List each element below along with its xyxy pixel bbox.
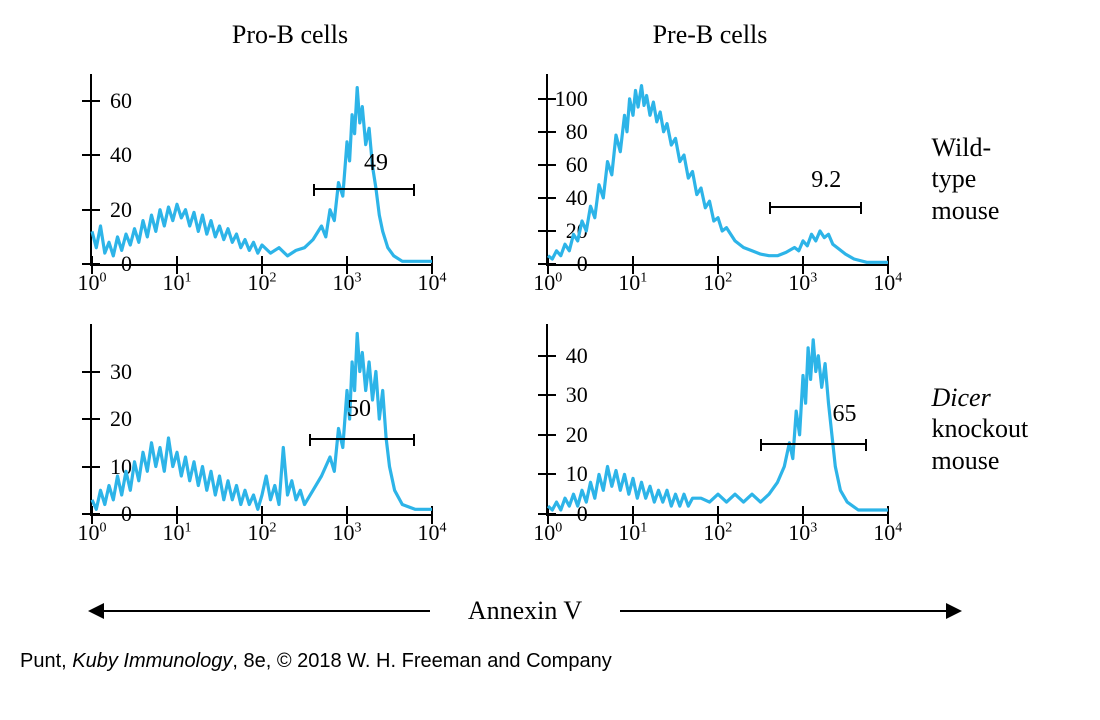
row-label: Dicerknockoutmouse xyxy=(932,382,1080,476)
gate-bracket xyxy=(313,188,415,190)
x-axis-label-row: Annexin V xyxy=(90,596,960,636)
gate-percent: 65 xyxy=(833,401,857,428)
gate-bracket xyxy=(760,443,866,445)
col-header-pre-b: Pre-B cells xyxy=(500,20,920,54)
gate-percent: 50 xyxy=(347,396,371,423)
gate-percent: 49 xyxy=(364,150,388,177)
col-header-pro-b: Pro-B cells xyxy=(80,20,500,54)
histogram-panel: 0204060801001001011021031049.2 xyxy=(496,54,912,304)
figure-credit: Punt, Kuby Immunology, 8e, © 2018 W. H. … xyxy=(20,650,1080,673)
histogram-panel: 01020304010010110210310465 xyxy=(496,304,912,554)
x-axis-title: Annexin V xyxy=(458,596,592,626)
gate-percent: 9.2 xyxy=(811,167,841,194)
column-headers: Pro-B cells Pre-B cells xyxy=(80,20,1080,54)
gate-bracket xyxy=(769,206,863,208)
row-label: Wild-typemouse xyxy=(932,132,1080,226)
histogram-panel: 020406010010110210310449 xyxy=(40,54,456,304)
gate-bracket xyxy=(309,438,415,440)
histogram-panel: 010203010010110210310450 xyxy=(40,304,456,554)
flow-cytometry-figure: Pro-B cells Pre-B cells 0204060100101102… xyxy=(20,20,1080,673)
